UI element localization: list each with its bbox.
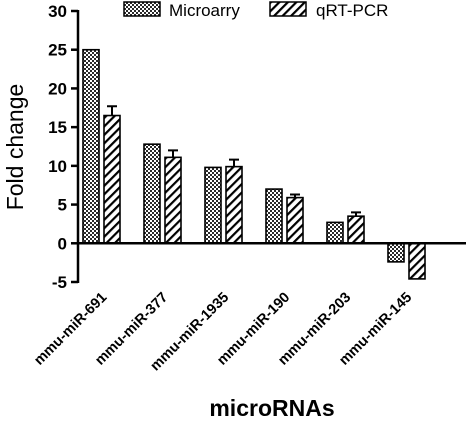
bar-qrt-pcr-3 <box>286 196 304 245</box>
y-tick-label: 25 <box>48 41 67 60</box>
error-bar <box>107 105 117 116</box>
legend-label-microarry: Microarry <box>169 1 240 20</box>
bar-qrt-pcr-5 <box>408 242 426 280</box>
plot-area <box>82 48 426 280</box>
error-bar <box>229 158 239 167</box>
y-tick-label: 0 <box>58 234 67 253</box>
y-ticks: -5 0 5 10 15 20 25 30 <box>48 2 78 292</box>
bar-qrt-pcr-1 <box>164 156 182 245</box>
error-bar <box>290 193 300 198</box>
legend-label-qrt-pcr: qRT-PCR <box>316 1 388 20</box>
legend-swatch-qrt-pcr <box>269 1 307 17</box>
bar-microarry-5 <box>387 242 405 263</box>
error-bar <box>351 211 361 217</box>
bar-microarry-4 <box>326 221 344 245</box>
y-axis-label: Fold change <box>2 84 28 211</box>
bar-microarry-1 <box>143 143 161 245</box>
y-tick-label: -5 <box>52 273 67 292</box>
bar-qrt-pcr-0 <box>103 114 121 245</box>
y-tick-label: 30 <box>48 2 67 21</box>
bar-microarry-3 <box>265 188 283 245</box>
legend: Microarry qRT-PCR <box>123 1 388 20</box>
x-axis-label: microRNAs <box>209 395 334 421</box>
bar-microarry-2 <box>204 166 222 245</box>
y-tick-label: 5 <box>58 196 67 215</box>
bar-qrt-pcr-2 <box>225 165 243 245</box>
y-tick-label: 10 <box>48 157 67 176</box>
y-tick-label: 15 <box>48 118 67 137</box>
y-tick-label: 20 <box>48 79 67 98</box>
bar-qrt-pcr-4 <box>347 215 365 245</box>
legend-swatch-microarry <box>123 1 161 17</box>
error-bar <box>168 149 178 158</box>
bar-microarry-0 <box>82 48 100 245</box>
category-labels: mmu-miR-691mmu-miR-377mmu-miR-1935mmu-mi… <box>31 290 415 375</box>
